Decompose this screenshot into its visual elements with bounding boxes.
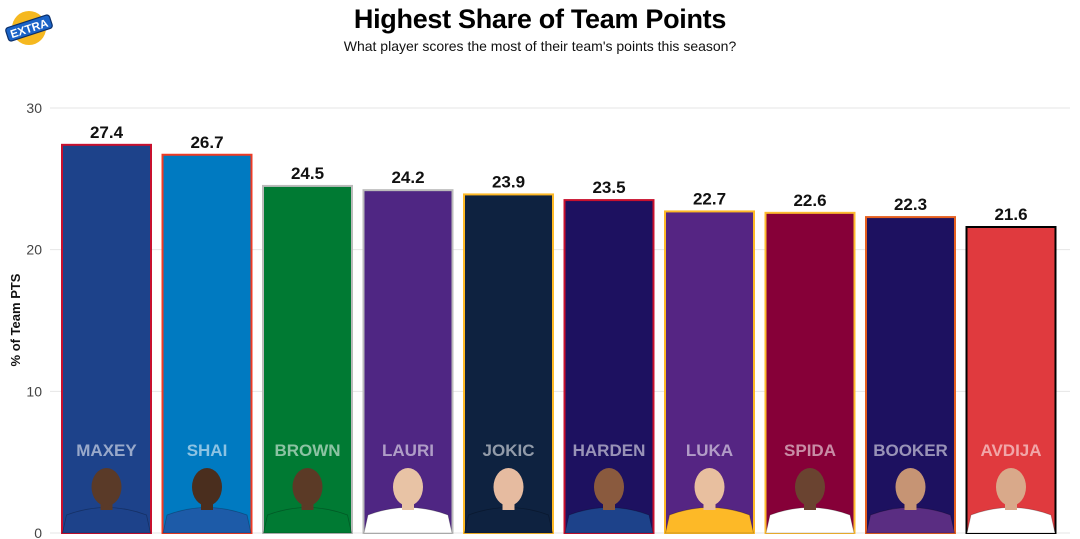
y-axis-label: % of Team PTS: [8, 273, 23, 366]
bar-group: 27.4 MAXEY: [61, 123, 152, 534]
bar-group: 23.5 HARDEN: [563, 178, 655, 534]
player-headshot: [866, 468, 955, 534]
player-headshot: [564, 468, 654, 534]
bar-group: 22.3 BOOKER: [865, 195, 956, 534]
category-label: LAURI: [382, 441, 434, 460]
player-headshot: [162, 468, 252, 534]
player-headshot: [464, 468, 553, 534]
y-tick-label: 0: [34, 525, 42, 539]
bar-group: 24.5 BROWN: [262, 164, 353, 535]
category-label: JOKIC: [483, 441, 535, 460]
y-tick-label: 20: [26, 242, 42, 258]
category-label: BROWN: [274, 441, 340, 460]
player-headshot: [363, 468, 453, 534]
data-label: 26.7: [190, 133, 223, 152]
data-label: 22.6: [793, 191, 826, 210]
bar-group: 24.2 LAURI: [362, 168, 454, 535]
category-label: SPIDA: [784, 441, 836, 460]
data-label: 27.4: [90, 123, 124, 142]
data-label: 23.5: [592, 178, 625, 197]
player-headshot: [62, 468, 151, 534]
player-headshot: [263, 468, 352, 534]
data-label: 24.2: [391, 168, 424, 187]
bar-group: 22.7 LUKA: [664, 189, 755, 535]
data-label: 24.5: [291, 164, 324, 183]
extra-logo: EXTRA: [4, 8, 54, 48]
category-label: SHAI: [187, 441, 228, 460]
player-headshot: [765, 468, 855, 534]
player-headshot: [665, 468, 754, 534]
data-label: 22.3: [894, 195, 927, 214]
category-label: MAXEY: [76, 441, 137, 460]
category-label: LUKA: [686, 441, 733, 460]
data-label: 22.7: [693, 189, 726, 208]
data-label: 23.9: [492, 172, 525, 191]
chart-subtitle: What player scores the most of their tea…: [343, 38, 737, 54]
bar-group: 26.7 SHAI: [161, 133, 253, 534]
y-tick-label: 10: [26, 383, 42, 399]
category-label: HARDEN: [573, 441, 646, 460]
category-label: BOOKER: [873, 441, 948, 460]
bar-group: 21.6 AVDIJA: [965, 205, 1057, 534]
category-label: AVDIJA: [980, 441, 1041, 460]
y-tick-label: 30: [26, 100, 42, 116]
bar-group: 22.6 SPIDA: [764, 191, 856, 534]
bar-group: 23.9 JOKIC: [463, 172, 554, 535]
data-label: 21.6: [994, 205, 1027, 224]
chart-title: Highest Share of Team Points: [353, 4, 727, 34]
player-headshot: [966, 468, 1056, 534]
